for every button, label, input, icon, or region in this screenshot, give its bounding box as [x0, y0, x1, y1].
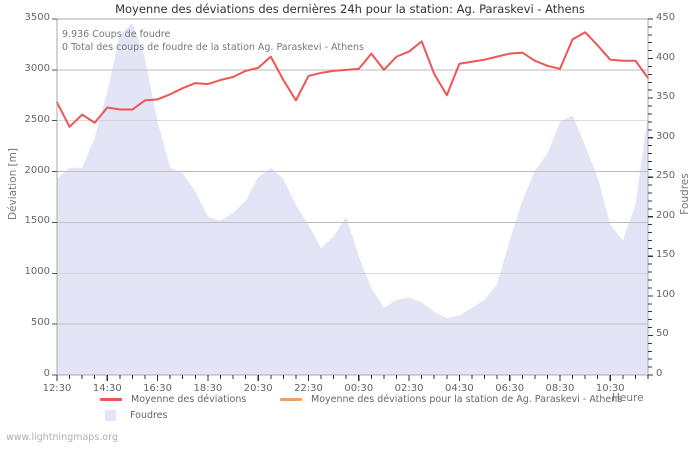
- y-axis-left-tick: 500: [30, 317, 50, 329]
- y-axis-left-tick: 0: [43, 368, 50, 379]
- x-axis-tick: 06:30: [495, 383, 525, 394]
- y-axis-right-tick: 100: [656, 288, 676, 300]
- x-axis-label: Heure: [612, 392, 644, 404]
- x-axis-tick: 22:30: [294, 383, 323, 394]
- y-axis-right-tick: 250: [656, 170, 676, 182]
- watermark: www.lightningmaps.org: [6, 432, 118, 443]
- y-axis-right-tick: 150: [656, 249, 676, 261]
- legend-item-deviation: Moyenne des déviations: [100, 394, 246, 405]
- x-axis-tick: 20:30: [243, 383, 273, 394]
- y-axis-right-tick: 300: [656, 130, 676, 142]
- legend-label-station-deviation: Moyenne des déviations pour la station d…: [311, 394, 623, 405]
- legend-item-station-deviation: Moyenne des déviations pour la station d…: [280, 394, 622, 405]
- y-axis-left-tick: 1000: [24, 266, 50, 278]
- legend-item-lightning: Foudres: [100, 410, 167, 421]
- y-axis-left-tick: 3500: [24, 12, 50, 23]
- y-axis-right-tick: 0: [656, 368, 663, 379]
- y-axis-left-label: Déviation [m]: [7, 148, 19, 220]
- y-axis-left-tick: 2500: [24, 113, 50, 125]
- legend-label-deviation: Moyenne des déviations: [131, 394, 247, 405]
- y-axis-right-tick: 50: [656, 328, 669, 340]
- legend-label-lightning: Foudres: [130, 410, 168, 421]
- annotation-lightning-count: 9.936 Coups de foudre: [62, 29, 171, 40]
- x-axis-tick: 08:30: [545, 383, 575, 394]
- x-axis-tick: 02:30: [394, 383, 424, 394]
- x-axis-tick: 16:30: [143, 383, 172, 394]
- y-axis-left-tick: 1500: [24, 215, 50, 227]
- y-axis-right-tick: 450: [656, 12, 676, 23]
- x-axis-tick: 14:30: [92, 383, 122, 394]
- legend-swatch-lightning-icon: [105, 410, 116, 421]
- legend-swatch-deviation-icon: [100, 398, 122, 401]
- legend-swatch-station-icon: [280, 398, 302, 401]
- x-axis-tick: 00:30: [344, 383, 374, 394]
- x-axis-tick: 18:30: [193, 383, 223, 394]
- chart-title: Moyenne des déviations des dernières 24h…: [115, 2, 585, 16]
- y-axis-right-tick: 400: [656, 51, 676, 63]
- y-axis-left-tick: 2000: [24, 164, 50, 176]
- y-axis-right-label: Foudres: [679, 173, 691, 215]
- y-axis-right-tick: 200: [656, 209, 676, 221]
- y-axis-left-tick: 3000: [24, 62, 50, 74]
- annotation-station-total: 0 Total des coups de foudre de la statio…: [62, 42, 364, 53]
- x-axis-tick: 12:30: [42, 383, 72, 394]
- x-axis-tick: 04:30: [444, 383, 474, 394]
- y-axis-right-tick: 350: [656, 91, 676, 103]
- x-axis-tick: 10:30: [595, 383, 625, 394]
